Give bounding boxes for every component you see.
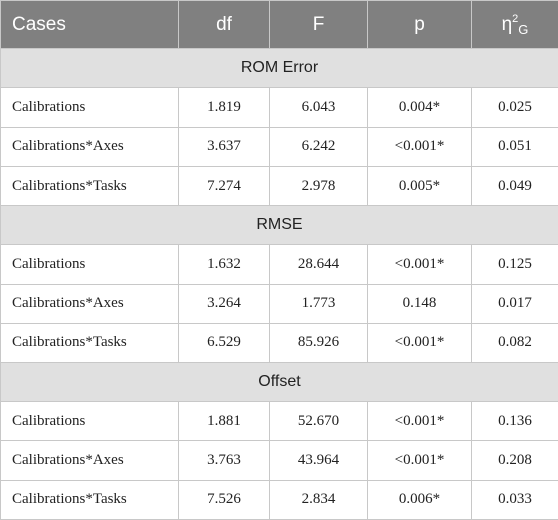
eta-cell: 0.025 xyxy=(471,87,558,128)
case-cell: Calibrations*Tasks xyxy=(0,322,179,364)
df-cell: 7.526 xyxy=(178,479,270,520)
eta-symbol: η xyxy=(501,13,513,35)
section-title: Offset xyxy=(0,362,558,403)
df-cell: 3.264 xyxy=(178,283,270,324)
case-cell: Calibrations xyxy=(0,401,179,442)
df-cell: 1.881 xyxy=(178,401,270,442)
p-cell: 0.005* xyxy=(367,165,472,207)
eta-cell: 0.125 xyxy=(471,244,558,285)
p-cell: <0.001* xyxy=(367,244,472,285)
eta-cell: 0.017 xyxy=(471,283,558,324)
eta-cell: 0.051 xyxy=(471,126,558,167)
eta-subscript: G xyxy=(518,21,529,37)
p-cell: 0.006* xyxy=(367,479,472,520)
f-cell: 6.242 xyxy=(269,126,368,167)
case-cell: Calibrations*Axes xyxy=(0,440,179,481)
f-cell: 52.670 xyxy=(269,401,368,442)
case-cell: Calibrations xyxy=(0,87,179,128)
case-cell: Calibrations xyxy=(0,244,179,285)
df-cell: 3.637 xyxy=(178,126,270,167)
f-cell: 28.644 xyxy=(269,244,368,285)
section-title: ROM Error xyxy=(0,48,558,89)
section-row: Offset xyxy=(0,362,558,403)
eta-superscript: 2 xyxy=(512,12,519,25)
eta-cell: 0.033 xyxy=(471,479,558,520)
p-cell: <0.001* xyxy=(367,322,472,364)
df-cell: 3.763 xyxy=(178,440,270,481)
header-p: p xyxy=(367,0,472,50)
header-eta-squared-g: η2G xyxy=(471,0,558,50)
f-cell: 1.773 xyxy=(269,283,368,324)
eta-cell: 0.208 xyxy=(471,440,558,481)
section-row: RMSE xyxy=(0,205,558,246)
p-cell: <0.001* xyxy=(367,401,472,442)
table-row: Calibrations*Axes 3.637 6.242 <0.001* 0.051 xyxy=(0,126,558,167)
df-cell: 6.529 xyxy=(178,322,270,364)
table-row: Calibrations*Tasks 7.274 2.978 0.005* 0.049 xyxy=(0,165,558,207)
section-row: ROM Error xyxy=(0,48,558,89)
p-cell: <0.001* xyxy=(367,440,472,481)
df-cell: 1.819 xyxy=(178,87,270,128)
df-cell: 1.632 xyxy=(178,244,270,285)
header-row: Cases df F p η2G xyxy=(0,0,558,50)
table-row: Calibrations*Axes 3.763 43.964 <0.001* 0.208 xyxy=(0,440,558,481)
case-cell: Calibrations*Tasks xyxy=(0,165,179,207)
case-cell: Calibrations*Tasks xyxy=(0,479,179,520)
f-cell: 6.043 xyxy=(269,87,368,128)
f-cell: 43.964 xyxy=(269,440,368,481)
section-title: RMSE xyxy=(0,205,558,246)
table-row: Calibrations*Tasks 7.526 2.834 0.006* 0.033 xyxy=(0,479,558,520)
table-row: Calibrations 1.632 28.644 <0.001* 0.125 xyxy=(0,244,558,285)
header-df: df xyxy=(178,0,270,50)
header-cases: Cases xyxy=(0,0,179,50)
p-cell: 0.148 xyxy=(367,283,472,324)
table-row: Calibrations 1.881 52.670 <0.001* 0.136 xyxy=(0,401,558,442)
table-row: Calibrations*Tasks 6.529 85.926 <0.001* 0.08… xyxy=(0,322,558,364)
p-cell: 0.004* xyxy=(367,87,472,128)
header-f: F xyxy=(269,0,368,50)
df-cell: 7.274 xyxy=(178,165,270,207)
case-cell: Calibrations*Axes xyxy=(0,126,179,167)
eta-cell: 0.082 xyxy=(471,322,558,364)
table-row: Calibrations*Axes 3.264 1.773 0.148 0.017 xyxy=(0,283,558,324)
f-cell: 85.926 xyxy=(269,322,368,364)
case-cell: Calibrations*Axes xyxy=(0,283,179,324)
f-cell: 2.978 xyxy=(269,165,368,207)
eta-cell: 0.049 xyxy=(471,165,558,207)
p-cell: <0.001* xyxy=(367,126,472,167)
f-cell: 2.834 xyxy=(269,479,368,520)
eta-cell: 0.136 xyxy=(471,401,558,442)
table-row: Calibrations 1.819 6.043 0.004* 0.025 xyxy=(0,87,558,128)
